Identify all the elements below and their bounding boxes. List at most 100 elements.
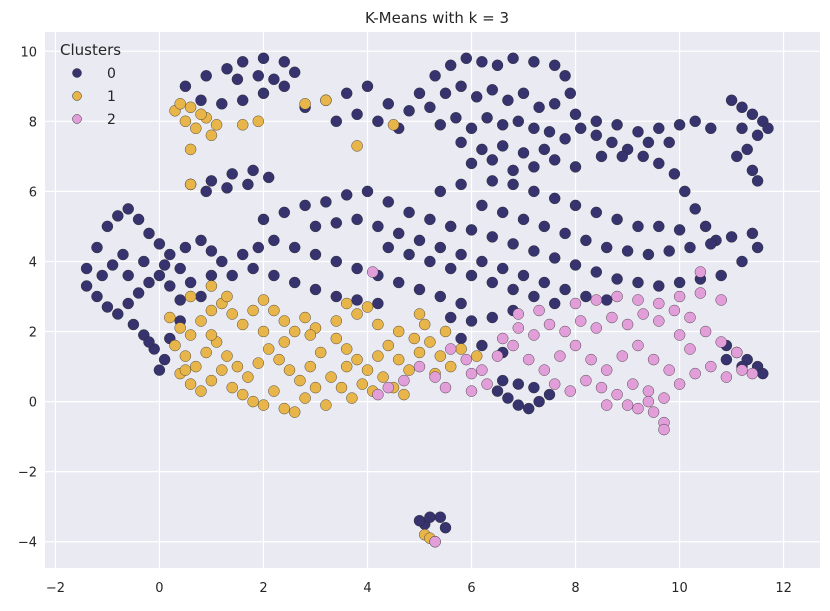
legend-marker-1 <box>72 91 82 101</box>
data-point-cluster-1 <box>403 364 415 376</box>
data-point-cluster-0 <box>611 213 623 226</box>
data-point-cluster-1 <box>413 346 426 359</box>
data-point-cluster-0 <box>257 87 270 100</box>
data-point-cluster-1 <box>184 329 197 341</box>
data-point-cluster-0 <box>231 73 244 86</box>
data-point-cluster-2 <box>382 381 394 394</box>
data-point-cluster-1 <box>372 318 384 331</box>
data-point-cluster-1 <box>252 115 264 128</box>
data-point-cluster-0 <box>413 87 426 100</box>
data-point-cluster-1 <box>231 360 244 373</box>
data-point-cluster-0 <box>91 290 103 303</box>
y-tick-label: 6 <box>29 185 37 200</box>
data-point-cluster-0 <box>289 66 301 79</box>
data-point-cluster-0 <box>559 70 571 82</box>
data-point-cluster-1 <box>283 364 296 376</box>
data-point-cluster-1 <box>257 294 270 306</box>
data-point-cluster-0 <box>528 245 540 257</box>
data-point-cluster-0 <box>247 164 259 177</box>
data-point-cluster-2 <box>549 378 561 390</box>
data-point-cluster-2 <box>481 378 493 390</box>
data-point-cluster-0 <box>236 56 249 68</box>
data-point-cluster-0 <box>434 185 446 198</box>
data-point-cluster-0 <box>439 87 452 100</box>
data-point-cluster-2 <box>621 399 634 411</box>
data-point-cluster-1 <box>299 392 311 404</box>
data-point-cluster-1 <box>257 325 270 338</box>
legend-marker-2 <box>72 114 82 124</box>
data-point-cluster-0 <box>257 213 270 226</box>
data-point-cluster-2 <box>533 304 545 317</box>
data-point-cluster-0 <box>471 91 483 103</box>
data-point-cluster-0 <box>705 122 717 135</box>
data-point-cluster-0 <box>538 276 550 289</box>
data-point-cluster-1 <box>471 350 483 362</box>
data-point-cluster-0 <box>138 255 150 268</box>
data-point-cluster-2 <box>647 353 660 366</box>
y-tick-label: 4 <box>29 255 37 270</box>
data-point-cluster-0 <box>538 220 550 233</box>
data-point-cluster-2 <box>528 329 540 341</box>
data-point-cluster-0 <box>434 511 446 523</box>
data-point-cluster-1 <box>294 374 306 387</box>
data-point-cluster-0 <box>403 206 415 219</box>
data-point-cluster-0 <box>590 266 602 278</box>
x-tick-label: 2 <box>259 581 267 596</box>
data-point-cluster-2 <box>606 311 618 324</box>
data-point-cluster-0 <box>200 185 212 198</box>
data-point-cluster-2 <box>647 406 660 418</box>
data-point-cluster-0 <box>106 259 119 271</box>
data-point-cluster-0 <box>252 70 264 82</box>
data-point-cluster-0 <box>512 399 524 411</box>
data-point-cluster-0 <box>153 238 166 250</box>
data-point-cluster-1 <box>273 353 285 366</box>
data-point-cluster-0 <box>653 122 665 135</box>
data-point-cluster-1 <box>268 385 280 397</box>
data-point-cluster-2 <box>465 385 478 397</box>
data-point-cluster-1 <box>434 350 446 362</box>
data-point-cluster-0 <box>91 241 103 254</box>
data-point-cluster-0 <box>507 283 519 296</box>
data-point-cluster-0 <box>507 238 519 250</box>
data-point-cluster-0 <box>569 199 582 212</box>
data-point-cluster-2 <box>642 395 655 408</box>
data-point-cluster-0 <box>174 262 186 275</box>
data-point-cluster-2 <box>736 364 748 376</box>
data-point-cluster-1 <box>278 336 290 348</box>
data-point-cluster-0 <box>268 234 280 247</box>
y-tick-label: 8 <box>29 115 37 130</box>
data-point-cluster-0 <box>309 248 322 261</box>
data-point-cluster-0 <box>80 262 93 275</box>
data-point-cluster-0 <box>200 70 212 82</box>
data-point-cluster-0 <box>517 213 530 226</box>
data-point-cluster-0 <box>278 56 290 68</box>
data-point-cluster-0 <box>164 248 176 261</box>
data-point-cluster-0 <box>559 133 571 145</box>
data-point-cluster-1 <box>190 122 202 135</box>
data-point-cluster-2 <box>429 371 441 383</box>
data-point-cluster-0 <box>372 297 384 310</box>
data-point-cluster-0 <box>221 63 233 75</box>
data-point-cluster-0 <box>476 199 488 212</box>
data-point-cluster-0 <box>762 122 774 135</box>
data-point-cluster-0 <box>486 276 498 289</box>
data-point-cluster-0 <box>590 129 602 142</box>
data-point-cluster-0 <box>523 402 535 415</box>
data-point-cluster-1 <box>174 98 186 110</box>
data-point-cluster-0 <box>507 164 519 177</box>
data-point-cluster-2 <box>512 322 524 334</box>
x-tick-label: 8 <box>571 581 579 596</box>
data-point-cluster-0 <box>309 220 322 233</box>
data-point-cluster-1 <box>205 129 218 142</box>
data-point-cluster-2 <box>673 290 686 303</box>
data-point-cluster-2 <box>632 294 644 306</box>
data-point-cluster-2 <box>559 325 571 338</box>
data-point-cluster-0 <box>512 378 524 390</box>
data-point-cluster-2 <box>445 343 457 355</box>
data-point-cluster-0 <box>445 220 457 233</box>
data-point-cluster-0 <box>424 511 436 523</box>
data-point-cluster-1 <box>210 119 223 131</box>
data-point-cluster-0 <box>205 245 218 257</box>
data-point-cluster-0 <box>528 122 540 135</box>
data-point-cluster-0 <box>158 259 171 271</box>
